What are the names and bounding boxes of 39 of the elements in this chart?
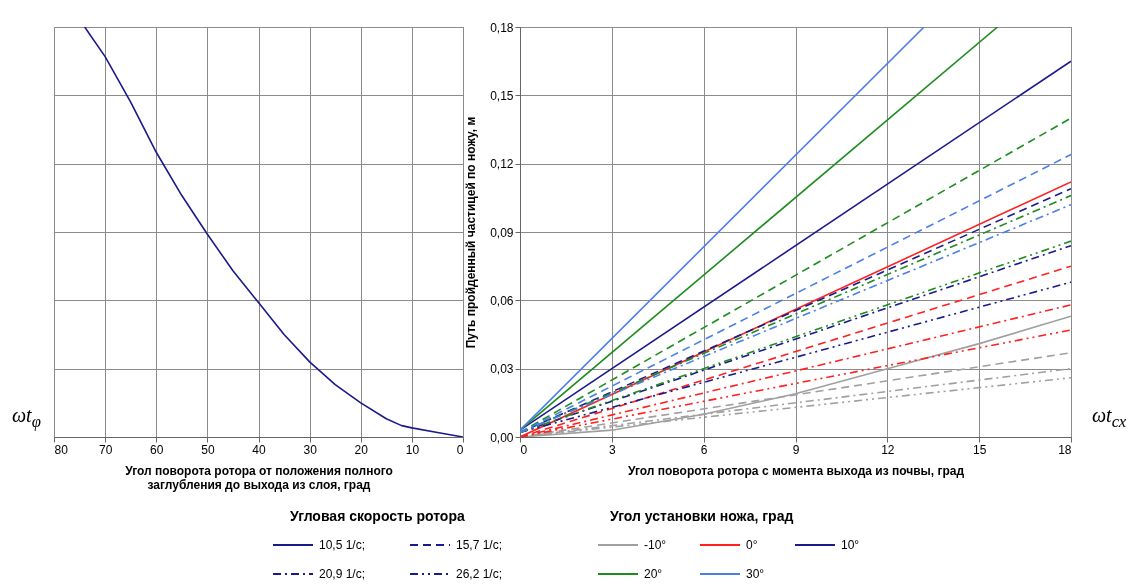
text: ωt$_{сх}$	[1092, 404, 1127, 432]
x-tick-label: 60	[150, 442, 164, 457]
y-tick-label: 0,15	[490, 88, 514, 103]
y-tick-label: 0,00	[490, 430, 514, 445]
x-tick-label: 0	[456, 442, 464, 457]
x-tick-label: 0	[520, 442, 528, 457]
x-tick-label: 50	[201, 442, 215, 457]
text: 30°	[746, 567, 765, 581]
text: 10°	[841, 538, 860, 552]
y-tick-label: 0,03	[490, 362, 514, 377]
x-tick-label: 12	[881, 442, 895, 457]
text: 20,9 1/с;	[319, 567, 366, 581]
y-axis-title: Путь пройденный частицей по ножу, м	[464, 116, 479, 349]
x-tick-label: 9	[792, 442, 800, 457]
text: -10°	[644, 538, 667, 552]
text: 0°	[746, 538, 758, 552]
x-tick-label: 3	[608, 442, 616, 457]
x-tick-label: 30	[303, 442, 318, 457]
y-tick-label: 0,12	[490, 157, 514, 172]
x-tick-label: 15	[972, 442, 987, 457]
text: Угловая скорость ротора	[290, 508, 465, 524]
text: Угол установки ножа, град	[610, 508, 794, 524]
text: ωt$_{φ}$	[12, 404, 41, 432]
x-tick-label: 10	[405, 442, 420, 457]
y-tick-label: 0,09	[490, 225, 514, 240]
text: 26,2 1/с;	[456, 567, 503, 581]
text: 20°	[644, 567, 663, 581]
x-tick-label: 70	[98, 442, 113, 457]
x-tick-label: 80	[54, 442, 69, 457]
text: 10,5 1/с;	[319, 538, 366, 552]
x-tick-label: 6	[700, 442, 708, 457]
x-tick-label: 20	[354, 442, 369, 457]
x-axis-title: Угол поворота ротора от положения полного заглубления до выхода из слоя, град	[125, 463, 393, 492]
text: 15,7 1/с;	[456, 538, 503, 552]
x-tick-label: 18	[1058, 442, 1072, 457]
x-axis-title: Угол поворота ротора с момента выхода из почвы, град	[627, 463, 965, 478]
y-tick-label: 0,06	[490, 293, 514, 308]
y-tick-label: 0,18	[490, 20, 514, 35]
x-tick-label: 40	[252, 442, 266, 457]
